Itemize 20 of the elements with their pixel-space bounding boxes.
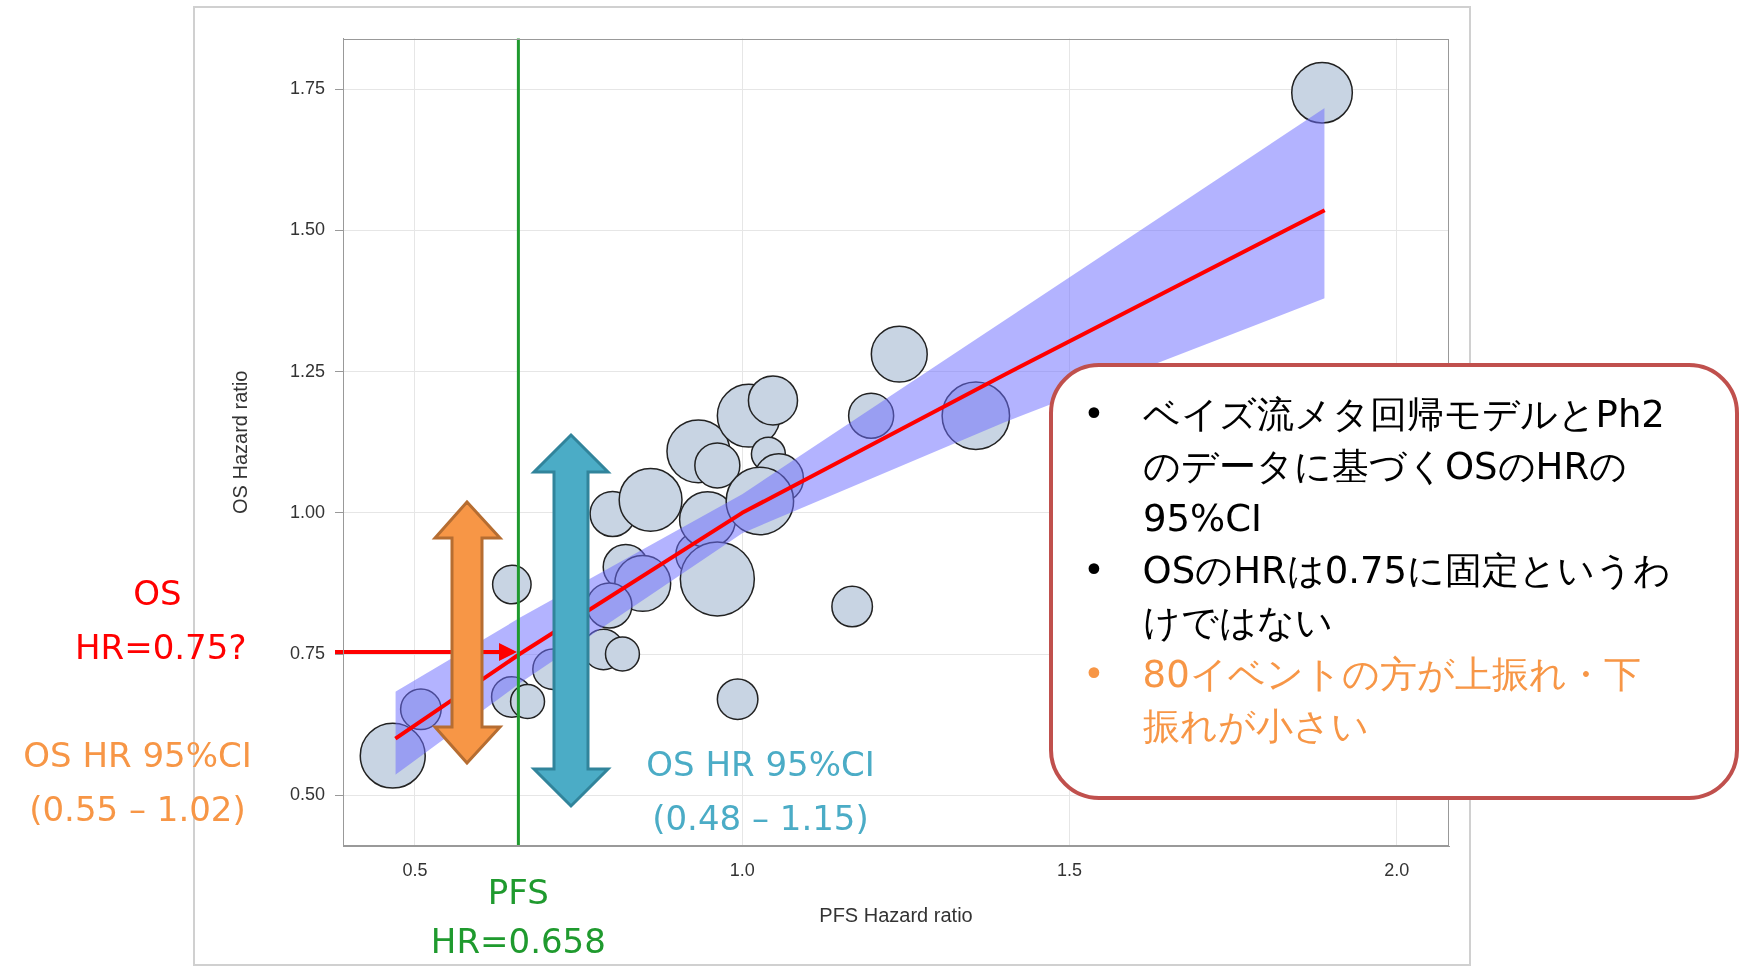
- y-tick-label: 1.50: [289, 219, 325, 240]
- x-tick-label: 1.0: [729, 859, 755, 880]
- y-tick-label: 1.75: [289, 78, 325, 99]
- annotation: OS HR 95%CI (0.48 – 1.15): [645, 743, 876, 840]
- ref-line-label: PFS HR=0.658: [430, 872, 606, 961]
- annotation: • ベイズ流メタ回帰モデルとPh2のデータに基づくOSのHRの95%CI: [1083, 392, 1666, 542]
- y-tick-label: 0.75: [289, 642, 325, 663]
- x-axis-title: PFS Hazard ratio: [819, 903, 973, 926]
- annotation: • OSのHRは0.75に固定というわけではない: [1083, 548, 1673, 646]
- x-tick-label: 2.0: [1384, 859, 1410, 880]
- text: OS HR 95%CI (0.55 – 1.02): [22, 734, 253, 831]
- text: OS HR=0.75?: [75, 572, 247, 669]
- annotation: • 80イベントの方が上振れ・下振れが小さい: [1083, 652, 1642, 750]
- x-tick-label: 0.5: [402, 859, 428, 880]
- y-tick-label: 0.50: [289, 784, 325, 805]
- y-axis-title: OS Hazard ratio: [228, 370, 251, 514]
- callout-box: • ベイズ流メタ回帰モデルとPh2のデータに基づくOSのHRの95%CI • OSのHRは0.75に固定というわけではない • 80イベントの方が上振れ・下振れが小さい: [1049, 363, 1739, 800]
- x-tick-label: 1.5: [1056, 859, 1082, 880]
- y-tick-label: 1.00: [289, 501, 325, 522]
- y-tick-label: 1.25: [289, 360, 325, 381]
